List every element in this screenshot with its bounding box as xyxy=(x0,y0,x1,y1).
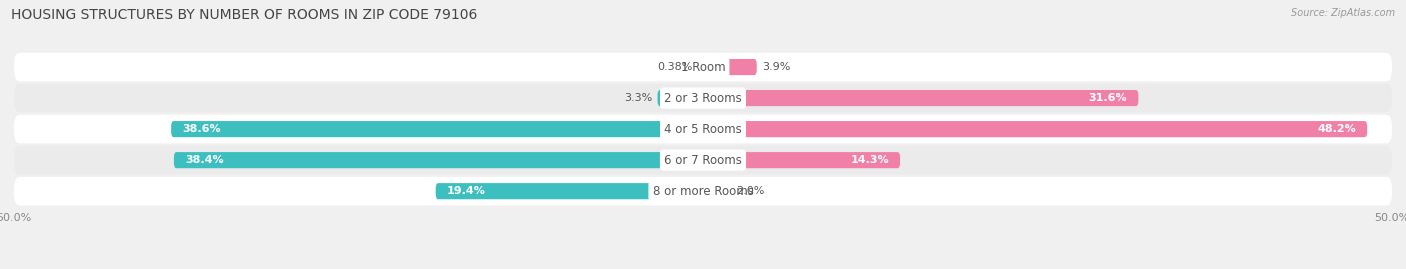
Text: 2.0%: 2.0% xyxy=(737,186,765,196)
Text: 4 or 5 Rooms: 4 or 5 Rooms xyxy=(664,123,742,136)
Text: 3.3%: 3.3% xyxy=(624,93,652,103)
FancyBboxPatch shape xyxy=(658,90,703,106)
Text: 8 or more Rooms: 8 or more Rooms xyxy=(652,185,754,198)
Text: 38.4%: 38.4% xyxy=(186,155,224,165)
Text: 38.6%: 38.6% xyxy=(183,124,221,134)
FancyBboxPatch shape xyxy=(14,53,1392,81)
FancyBboxPatch shape xyxy=(703,59,756,75)
Text: 19.4%: 19.4% xyxy=(447,186,485,196)
FancyBboxPatch shape xyxy=(174,152,703,168)
Text: 6 or 7 Rooms: 6 or 7 Rooms xyxy=(664,154,742,167)
FancyBboxPatch shape xyxy=(703,90,1139,106)
FancyBboxPatch shape xyxy=(436,183,703,199)
FancyBboxPatch shape xyxy=(703,183,731,199)
Text: 0.38%: 0.38% xyxy=(657,62,692,72)
Text: 31.6%: 31.6% xyxy=(1088,93,1128,103)
FancyBboxPatch shape xyxy=(697,59,703,75)
FancyBboxPatch shape xyxy=(14,177,1392,206)
FancyBboxPatch shape xyxy=(172,121,703,137)
FancyBboxPatch shape xyxy=(14,146,1392,174)
FancyBboxPatch shape xyxy=(14,115,1392,143)
Text: 48.2%: 48.2% xyxy=(1317,124,1357,134)
Text: 2 or 3 Rooms: 2 or 3 Rooms xyxy=(664,91,742,105)
Text: Source: ZipAtlas.com: Source: ZipAtlas.com xyxy=(1291,8,1395,18)
Text: HOUSING STRUCTURES BY NUMBER OF ROOMS IN ZIP CODE 79106: HOUSING STRUCTURES BY NUMBER OF ROOMS IN… xyxy=(11,8,478,22)
FancyBboxPatch shape xyxy=(14,84,1392,112)
FancyBboxPatch shape xyxy=(703,152,900,168)
Text: 1 Room: 1 Room xyxy=(681,61,725,73)
Text: 3.9%: 3.9% xyxy=(762,62,790,72)
Text: 14.3%: 14.3% xyxy=(851,155,889,165)
FancyBboxPatch shape xyxy=(703,121,1367,137)
